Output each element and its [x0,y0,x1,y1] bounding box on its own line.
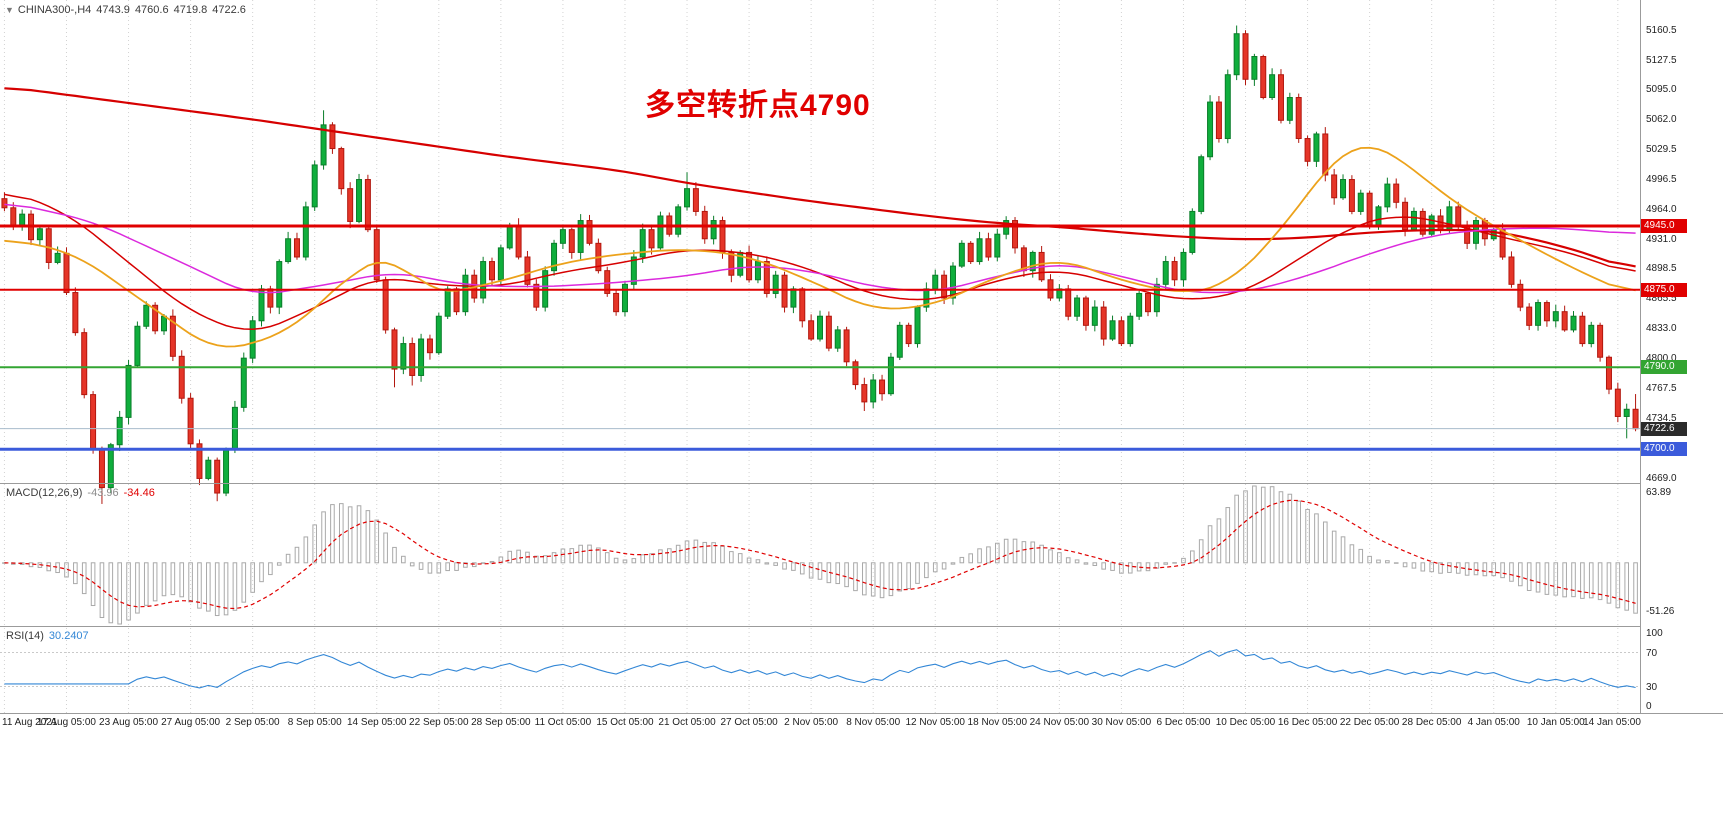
time-tick-label: 8 Sep 05:00 [287,717,342,728]
time-tick-label: 15 Oct 05:00 [596,717,654,728]
time-tick-label: 28 Sep 05:00 [471,717,531,728]
time-tick-label: 11 Aug 2021 [2,717,58,728]
annotation-text[interactable]: 多空转折点4790 [645,89,871,122]
ohlc-high: 4760.6 [134,4,169,16]
time-tick-label: 14 Jan 05:00 [1583,717,1641,728]
price-tick-label: 5029.5 [1646,144,1677,155]
symbol-name: CHINA300-,H4 [17,4,92,16]
macd-signal-value: -34.46 [123,487,155,499]
price-tick-label: 4931.0 [1646,233,1677,245]
chart-collapse-icon[interactable]: ▼ [5,5,14,15]
rsi-levels [0,652,1640,687]
ohlc-open: 4743.9 [96,4,130,16]
time-tick-label: 2 Sep 05:00 [225,717,280,728]
resistance-line-4875-badge: 4875.0 [1641,282,1687,297]
ohlc-low: 4719.8 [173,4,208,16]
macd-signal-layer [4,499,1636,610]
macd-axis-max-label: 63.89 [1646,487,1672,498]
price-tick-label: 4734.5 [1646,412,1677,424]
price-tick-label: 4767.5 [1646,382,1677,394]
rsi-axis-label: 30 [1646,681,1658,693]
time-tick-label: 28 Dec 05:00 [1401,717,1462,728]
price-tick-label: 4833.0 [1646,323,1677,335]
rsi-line [4,649,1636,689]
symbol-header: ▼ CHINA300-,H4 4743.9 4760.6 4719.8 4722.6 [5,4,251,16]
time-tick-label: 16 Dec 05:00 [1277,717,1338,728]
time-tick-label: 17 Aug 05:00 [37,717,96,728]
ohlc-close: 4722.6 [212,4,246,16]
panel-separator-macd-rsi[interactable] [0,626,1723,627]
rsi-axis-label: 100 [1646,628,1663,639]
time-tick-label: 6 Dec 05:00 [1156,717,1211,728]
rsi-indicator-label: RSI(14) 30.2407 [6,630,89,642]
ma-orange [4,146,1636,348]
ma-medium-red [4,193,1636,330]
price-tick-label: 5127.5 [1646,54,1677,66]
price-tick-label: 5062.0 [1646,114,1677,126]
macd-axis-min-label: -51.26 [1646,606,1675,617]
price-tick-label: 4800.0 [1646,353,1677,365]
macd-signal-line [4,499,1636,610]
rsi-value: 30.2407 [48,630,89,642]
price-tick-label: 4964.0 [1646,203,1677,215]
time-tick-label: 22 Dec 05:00 [1339,717,1400,728]
time-tick-label: 24 Nov 05:00 [1029,717,1090,728]
time-tick-label: 27 Aug 05:00 [161,717,221,728]
panel-separator-main-macd[interactable] [0,483,1723,484]
rsi-axis-label: 0 [1646,701,1652,712]
time-tick-label: 18 Nov 05:00 [967,717,1028,728]
macd-histogram [2,485,1638,625]
price-axis[interactable]: 5160.5 5127.5 5095.0 5062.0 5029.5 4996.5 4964… [1641,0,1723,713]
price-tick-label: 4865.5 [1646,293,1677,305]
grid-layer [3,0,1619,713]
rsi-line-layer [4,649,1636,689]
rsi-axis-label: 70 [1646,647,1658,659]
time-axis[interactable]: 11 Aug 2021 17 Aug 05:00 23 Aug 05:00 27 Au… [0,714,1723,829]
time-tick-label: 2 Nov 05:00 [784,717,839,728]
price-tick-label: 4669.0 [1646,472,1677,484]
time-tick-label: 11 Oct 05:00 [534,717,592,728]
pivot-line-4790-badge: 4790.0 [1641,360,1687,375]
ma-magenta [4,203,1636,294]
price-tick-label: 5160.5 [1646,24,1677,36]
macd-name: MACD(12,26,9) [6,487,83,499]
price-tick-label: 4996.5 [1646,174,1677,186]
price-tick-label: 5095.0 [1646,84,1677,96]
horizontal-lines-layer [0,224,1640,451]
time-axis-separator [0,713,1723,714]
macd-main-value: -43.96 [87,487,119,499]
current-price-line-badge: 4722.6 [1641,421,1687,436]
ma-lines-layer [4,87,1636,348]
support-line-4700-badge: 4700.0 [1641,442,1687,457]
time-tick-label: 12 Nov 05:00 [905,717,965,728]
candles-layer [1,25,1639,504]
time-tick-label: 10 Dec 05:00 [1215,717,1276,728]
price-axis-separator [1640,0,1641,713]
time-tick-label: 4 Jan 05:00 [1467,717,1520,728]
time-tick-label: 21 Oct 05:00 [658,717,716,728]
time-tick-label: 14 Sep 05:00 [347,717,407,728]
time-tick-label: 10 Jan 05:00 [1526,717,1585,728]
macd-indicator-label: MACD(12,26,9) -43.96 -34.46 [6,487,155,499]
time-tick-label: 30 Nov 05:00 [1091,717,1152,728]
time-tick-label: 23 Aug 05:00 [99,717,159,728]
chart-canvas[interactable] [0,0,1640,713]
time-tick-label: 27 Oct 05:00 [720,717,778,728]
time-tick-label: 22 Sep 05:00 [409,717,469,728]
ma-slow-red [4,87,1636,268]
rsi-name: RSI(14) [6,630,44,642]
time-tick-label: 8 Nov 05:00 [846,717,901,728]
price-tick-label: 4898.5 [1646,263,1677,275]
resistance-line-4945-badge: 4945.0 [1641,219,1687,233]
